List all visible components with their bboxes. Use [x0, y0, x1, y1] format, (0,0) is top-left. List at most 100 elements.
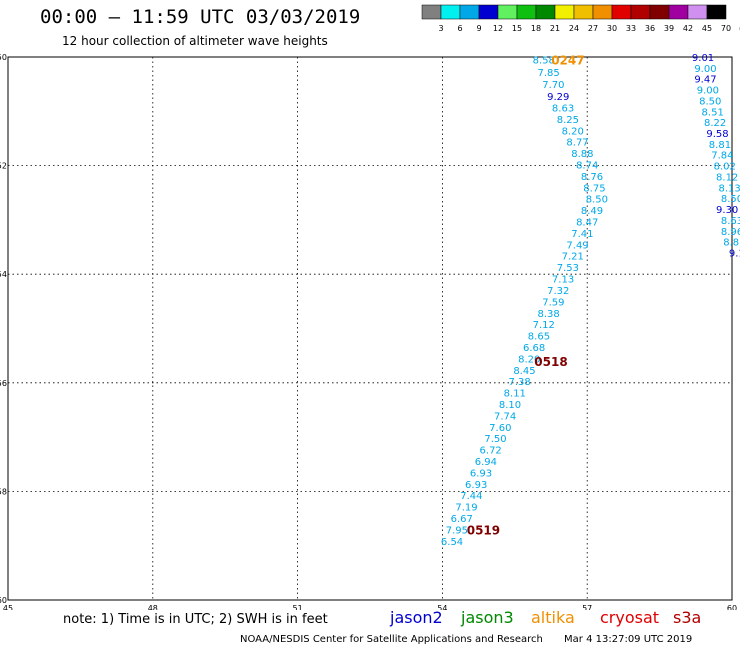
lon-tick-label: 60 — [727, 604, 737, 610]
pass-time-label: 0518 — [534, 355, 567, 369]
wave-height-value: 7.44 — [460, 491, 482, 502]
scale-tick-label: 24 — [569, 24, 579, 33]
wave-height-value: 7.95 — [446, 525, 468, 536]
scale-tick-label: 42 — [683, 24, 693, 33]
scale-tick-label: 3 — [438, 24, 443, 33]
wave-height-value: 8.47 — [576, 218, 598, 229]
wave-height-value: 8.76 — [581, 172, 603, 183]
wave-height-value: 8.63 — [552, 103, 574, 114]
scale-tick-label: 45 — [702, 24, 712, 33]
satellite-legend-s3a: s3a — [673, 608, 702, 627]
scale-tick-label: 12 — [493, 24, 503, 33]
wave-height-value: 8.20 — [518, 354, 540, 365]
scale-tick-label: 33 — [626, 24, 636, 33]
wave-height-value: 6.54 — [441, 537, 463, 548]
wave-height-value: 6.93 — [465, 480, 487, 491]
wave-height-value: 9.00 — [694, 64, 716, 75]
wave-height-value: 8.58 — [533, 56, 555, 67]
wave-height-value: 7.59 — [542, 297, 564, 308]
wave-height-value: 8.20 — [562, 126, 584, 137]
wave-height-value: 9.58 — [706, 129, 728, 140]
scale-tick-label: 36 — [645, 24, 655, 33]
scale-tick-label: 39 — [664, 24, 674, 33]
page-subtitle: 12 hour collection of altimeter wave hei… — [62, 34, 328, 48]
wave-height-value: 9.01 — [692, 53, 714, 64]
wave-height-value: 8.63 — [721, 216, 740, 227]
wave-height-value: 7.13 — [552, 275, 574, 286]
page-title: 00:00 — 11:59 UTC 03/03/2019 — [40, 6, 361, 28]
wave-height-value: 8.49 — [581, 206, 603, 217]
wave-height-value: 7.84 — [711, 151, 733, 162]
wave-height-value: 8.65 — [528, 332, 550, 343]
wave-height-value: 6.94 — [475, 457, 497, 468]
wave-height-value: 8.50 — [699, 96, 721, 107]
wave-height-value: 9.30 — [716, 205, 738, 216]
lat-tick-label: -52 — [0, 162, 7, 171]
satellite-legend-jason3: jason3 — [461, 608, 514, 627]
lon-tick-label: 48 — [148, 604, 158, 610]
footer-credit: NOAA/NESDIS Center for Satellite Applica… — [240, 634, 543, 645]
wave-height-value: 7.12 — [533, 320, 555, 331]
lat-tick-label: -60 — [0, 596, 7, 605]
scale-tick-label: 15 — [512, 24, 522, 33]
footer-timestamp: Mar 4 13:27:09 UTC 2019 — [564, 634, 693, 645]
wave-height-value: 6.72 — [480, 446, 502, 457]
wave-height-value: 8.25 — [557, 115, 579, 126]
wave-height-value: 6.93 — [470, 468, 492, 479]
scale-tick-label: 18 — [531, 24, 541, 33]
wave-height-value: 9.47 — [694, 75, 716, 86]
scale-tick-label: 6 — [457, 24, 462, 33]
lon-tick-label: 45 — [3, 604, 13, 610]
satellite-legend-jason2: jason2 — [390, 608, 443, 627]
wave-height-value: 8.74 — [576, 161, 598, 172]
wave-height-value: 7.60 — [489, 423, 511, 434]
wave-height-value: 8.10 — [499, 400, 521, 411]
wave-height-value: 8.38 — [537, 309, 559, 320]
wave-height-value: 9.1 — [729, 248, 740, 259]
scale-swatch — [706, 4, 727, 20]
wave-height-value: 7.85 — [537, 68, 559, 79]
lat-tick-label: -50 — [0, 53, 7, 62]
scale-tick-label: 9 — [476, 24, 481, 33]
scale-tick-label: 27 — [588, 24, 598, 33]
satellite-legend-altika: altika — [531, 608, 575, 627]
lon-tick-label: 54 — [437, 604, 447, 610]
wave-height-value: 6.67 — [451, 514, 473, 525]
wave-height-value: 8.77 — [566, 138, 588, 149]
wave-height-value: 8.12 — [716, 172, 738, 183]
wave-height-value: 8.50 — [586, 195, 608, 206]
lon-tick-label: 51 — [293, 604, 303, 610]
wave-height-value: 8.22 — [704, 118, 726, 129]
footer: NOAA/NESDIS Center for Satellite Applica… — [240, 634, 710, 645]
wave-height-value: 7.41 — [571, 229, 593, 240]
wave-height-value: 8.02 — [714, 162, 736, 173]
wave-height-value: 8.81 — [723, 238, 740, 249]
wave-height-value: 9.00 — [697, 86, 719, 97]
pass-time-label: 0247 — [551, 54, 584, 68]
wave-height-value: 7.70 — [542, 80, 564, 91]
wave-height-value: 7.50 — [484, 434, 506, 445]
wave-height-value: 8.50 — [721, 194, 740, 205]
wave-height-value: 7.49 — [566, 240, 588, 251]
lon-tick-label: 57 — [582, 604, 592, 610]
wave-height-value: 7.32 — [547, 286, 569, 297]
lat-tick-label: -54 — [0, 270, 7, 279]
wave-height-value: 6.68 — [523, 343, 545, 354]
wave-height-value: 8.88 — [571, 149, 593, 160]
wave-height-value: 7.38 — [508, 377, 530, 388]
map-frame — [7, 56, 733, 601]
wave-height-value: 7.21 — [562, 252, 584, 263]
legend-note: note: 1) Time is in UTC; 2) SWH is in fe… — [63, 612, 328, 627]
wave-height-map: 454851545760-50-52-54-56-58-608.587.857.… — [0, 53, 740, 610]
wave-height-value: 8.13 — [718, 183, 740, 194]
wave-height-value: 8.11 — [504, 389, 526, 400]
wave-height-value: 7.19 — [455, 503, 477, 514]
wave-height-value: 8.81 — [709, 140, 731, 151]
pass-time-label: 0519 — [467, 523, 500, 537]
lat-tick-label: -56 — [0, 379, 7, 388]
wave-height-value: 8.96 — [721, 227, 740, 238]
wave-height-value: 7.53 — [557, 263, 579, 274]
satellite-legend-cryosat: cryosat — [600, 608, 660, 627]
wave-height-value: 7.74 — [494, 411, 516, 422]
